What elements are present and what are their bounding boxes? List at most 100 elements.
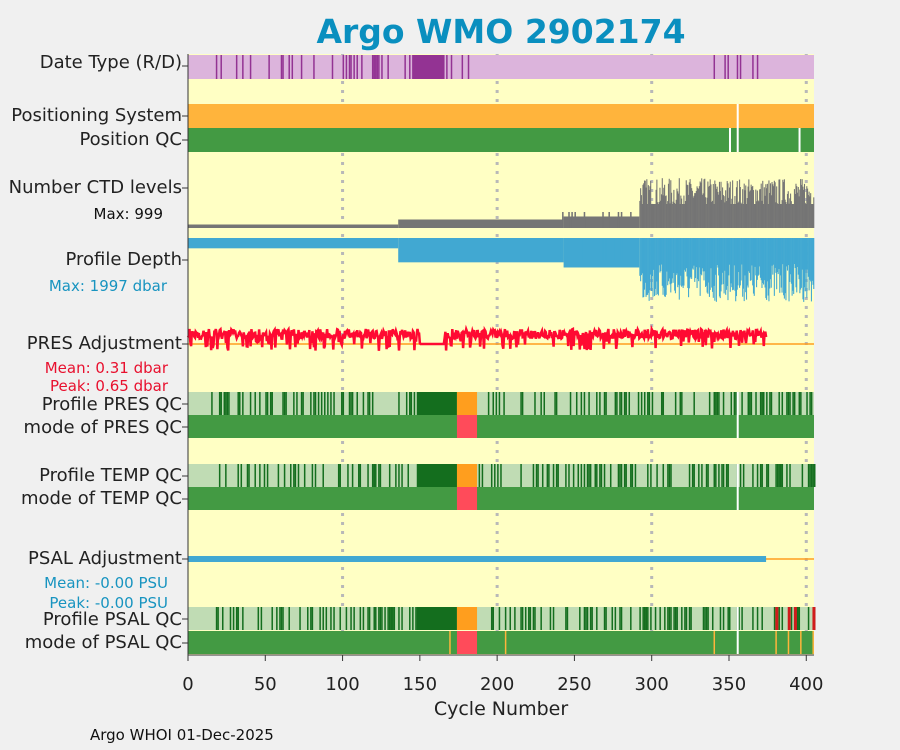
profile-depth-bar	[580, 238, 583, 260]
label-mode-pres-qc: mode of PRES QC	[23, 417, 182, 438]
temp-qc-gap	[736, 464, 739, 510]
date-type-d-marker	[348, 55, 351, 79]
ctd-levels-bar	[807, 195, 809, 228]
profile-depth-bar	[773, 238, 775, 296]
profile-pres-qc-marker	[778, 392, 780, 415]
profile-depth-bar	[687, 238, 689, 288]
profile-pres-qc-marker	[409, 392, 411, 415]
plot-background	[188, 54, 814, 655]
profile-depth-bar	[679, 238, 681, 286]
profile-pres-qc-marker	[741, 392, 743, 415]
profile-depth-bar	[737, 238, 739, 286]
profile-psal-qc-marker	[529, 607, 532, 630]
profile-temp-qc-marker	[705, 464, 708, 487]
profile-temp-qc-dense-block	[416, 464, 457, 487]
profile-temp-qc-marker	[303, 464, 306, 487]
ctd-levels-bar	[684, 200, 687, 228]
profile-psal-qc-marker	[222, 607, 224, 630]
profile-depth-bar	[647, 238, 649, 293]
profile-psal-qc-marker	[605, 607, 607, 630]
profile-temp-qc-marker	[809, 464, 811, 487]
profile-pres-qc-marker	[237, 392, 239, 415]
profile-depth-bar	[648, 238, 650, 301]
profile-psal-qc-marker	[520, 607, 522, 630]
date-type-d-marker	[291, 55, 294, 79]
profile-temp-qc-marker	[693, 464, 695, 487]
ctd-levels-bar	[652, 204, 654, 228]
profile-temp-qc-marker	[297, 464, 300, 487]
profile-depth-bar	[813, 238, 815, 289]
ctd-levels-bar	[755, 189, 757, 228]
profile-depth-bar	[806, 238, 808, 298]
profile-pres-qc-marker	[722, 392, 725, 415]
profile-depth-bar	[688, 238, 690, 298]
mode-psal-qc-bad-block	[456, 631, 478, 654]
profile-depth-bar	[796, 238, 798, 293]
ctd-levels-bar	[688, 194, 690, 228]
x-tick-label-100: 100	[325, 674, 360, 695]
profile-temp-qc-marker	[248, 464, 250, 487]
profile-depth-bar	[640, 238, 642, 276]
profile-depth-bar	[803, 238, 806, 288]
profile-depth-bar	[800, 238, 802, 290]
profile-depth-bar	[669, 238, 671, 285]
profile-depth-bar	[666, 238, 668, 272]
ctd-levels-bar	[794, 193, 796, 228]
ctd-levels-bar	[773, 180, 775, 228]
profile-pres-qc-marker	[302, 392, 304, 415]
ctd-levels-bar	[769, 183, 772, 228]
date-type-d-marker	[375, 55, 377, 79]
profile-depth-bar	[700, 238, 702, 275]
ctd-levels-bar	[776, 203, 778, 228]
profile-pres-qc-marker	[735, 392, 737, 415]
ctd-levels-bar	[713, 204, 715, 228]
profile-depth-bar	[711, 238, 713, 288]
ctd-levels-bar	[769, 192, 771, 228]
ctd-levels-bar	[812, 204, 814, 228]
label-date-type: Date Type (R/D)	[39, 52, 182, 73]
profile-depth-bar	[726, 238, 728, 286]
ctd-levels-bar	[723, 196, 725, 228]
profile-depth-bar	[729, 238, 731, 292]
profile-temp-qc-marker	[395, 464, 397, 487]
profile-temp-qc-marker	[339, 464, 341, 487]
ctd-levels-bar	[784, 199, 786, 228]
profile-depth-bar	[657, 238, 659, 296]
profile-psal-qc-marker	[674, 607, 677, 630]
profile-psal-qc-marker	[412, 607, 414, 630]
profile-psal-qc-marker	[390, 607, 392, 630]
profile-temp-qc-marker	[812, 464, 814, 487]
profile-psal-qc-marker	[676, 607, 678, 630]
ctd-levels-bar	[781, 200, 783, 228]
date-type-d-marker	[378, 55, 380, 79]
ctd-levels-bar	[803, 183, 806, 228]
profile-psal-qc-band	[188, 607, 814, 630]
profile-pres-qc-marker	[350, 392, 352, 415]
label-positioning-system: Positioning System	[11, 105, 182, 126]
profile-temp-qc-marker	[589, 464, 592, 487]
ctd-levels-bar	[753, 204, 755, 228]
profile-psal-qc-red-marker	[787, 607, 791, 630]
date-type-d-marker	[235, 55, 238, 79]
date-type-d-marker	[331, 55, 334, 79]
ctd-levels-bar	[796, 192, 799, 228]
profile-psal-qc-marker	[242, 607, 244, 630]
ctd-levels-bar	[803, 189, 805, 228]
profile-depth-bar	[680, 238, 682, 276]
profile-pres-qc-marker	[614, 392, 617, 415]
profile-depth-bar	[683, 238, 685, 286]
profile-psal-qc-marker	[704, 607, 706, 630]
profile-psal-qc-marker	[271, 607, 273, 630]
profile-depth-bar	[614, 238, 617, 260]
ctd-levels-bar	[810, 193, 812, 228]
ctd-levels-bar	[802, 186, 804, 228]
ctd-levels-bar	[647, 204, 649, 228]
profile-depth-bar	[747, 238, 749, 288]
profile-pres-qc-marker	[787, 392, 790, 415]
profile-depth-bar	[786, 238, 789, 271]
profile-depth-bar	[766, 238, 768, 300]
profile-psal-qc-marker	[603, 607, 606, 630]
profile-depth-bar	[786, 238, 788, 267]
profile-depth-bar	[768, 238, 770, 302]
profile-temp-qc-marker	[277, 464, 280, 487]
